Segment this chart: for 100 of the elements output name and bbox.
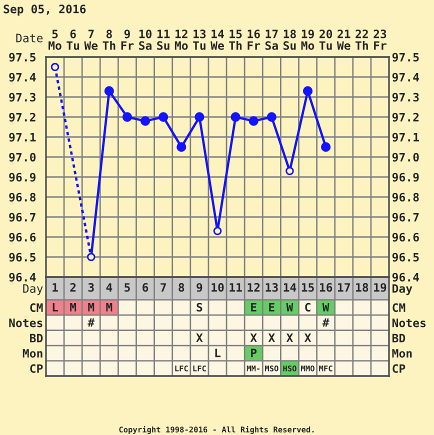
- y2-tick-label: 97.5: [392, 52, 419, 62]
- text: #: [88, 318, 95, 327]
- y-tick-label: 97.5: [9, 52, 36, 62]
- x-tick-label: 13: [266, 283, 278, 292]
- point: [176, 142, 186, 152]
- point: [266, 112, 276, 122]
- y2-tick-label: CM: [392, 303, 406, 312]
- x-tick-label: 4: [106, 283, 112, 292]
- point: [213, 226, 222, 236]
- x2-tick-label: 13 Tu: [193, 30, 206, 50]
- y2-tick-label: 96.9: [392, 172, 419, 182]
- text: M: [106, 303, 112, 312]
- y2-tick-label: Notes: [392, 318, 426, 328]
- chart-title: Sep 05, 2016: [4, 4, 86, 16]
- x2-tick-label: 18 Su: [283, 30, 296, 50]
- x2-tick-label: 22 Th: [355, 30, 368, 50]
- x2-tick-label: 23 Fr: [374, 30, 386, 50]
- x2-tick-label: 19 Mo: [301, 30, 314, 50]
- x2-tick-label: 14 We: [210, 30, 224, 50]
- y2-tick-label: 96.4: [392, 272, 420, 282]
- x2-tick-label: 16 Fr: [248, 30, 260, 50]
- x-tick-label: 11: [230, 283, 242, 292]
- y-tick-label: Notes: [9, 318, 42, 328]
- x-axis-title: Day: [23, 284, 43, 296]
- y2-tick-label: 97.3: [392, 92, 419, 102]
- text: C: [305, 302, 310, 312]
- text: M: [88, 303, 94, 312]
- x2-tick-label: 15 Th: [229, 30, 242, 50]
- y2-tick-label: Mon: [392, 349, 412, 358]
- x2-axis-title: Date: [16, 34, 43, 42]
- x2-tick-label: 20 Tu: [319, 30, 332, 50]
- x2-tick-label: 6 Tu: [66, 30, 80, 50]
- point: [86, 252, 96, 262]
- text: P: [251, 348, 257, 358]
- y-tick-label: 96.8: [9, 192, 36, 202]
- y-tick-label: 97.4: [9, 72, 36, 82]
- text: X: [304, 333, 312, 342]
- y-tick-label: 96.9: [9, 172, 36, 182]
- point: [194, 112, 204, 122]
- text: W: [286, 303, 294, 312]
- y2-tick-label: 97.2: [392, 112, 419, 122]
- x2-tick-label: 17 Sa: [265, 30, 278, 50]
- x2-tick-label: 10 Sa: [139, 30, 152, 50]
- x-tick-label: 14: [284, 283, 296, 292]
- x-tick-label: 5: [124, 283, 130, 292]
- y2-tick-label: 96.8: [392, 192, 419, 202]
- y-tick-label: 97.3: [9, 92, 36, 102]
- x-tick-label: 17: [338, 283, 350, 292]
- point: [321, 142, 331, 152]
- point: [302, 86, 313, 96]
- point: [248, 116, 258, 126]
- y-tick-label: BD: [30, 334, 43, 342]
- x-tick-label: 15: [302, 283, 314, 292]
- y2-tick-label: CP: [392, 364, 406, 373]
- point: [122, 112, 132, 122]
- y-tick-label: 97.1: [9, 132, 36, 142]
- point: [230, 112, 240, 122]
- y-tick-label: 96.5: [9, 252, 36, 262]
- y-tick-label: CM: [30, 303, 43, 312]
- y-tick-label: 97.2: [9, 112, 36, 122]
- x-tick-label: 12: [248, 283, 260, 292]
- x2-tick-label: 8 Th: [102, 30, 116, 50]
- point: [50, 62, 60, 72]
- y-tick-label: 96.7: [9, 212, 36, 222]
- x2-tick-label: 5 Mo: [48, 30, 62, 50]
- text: X: [250, 333, 257, 342]
- point: [158, 112, 168, 122]
- y-tick-label: 97.0: [9, 152, 36, 162]
- text: S: [196, 302, 202, 312]
- x-tick-label: 7: [160, 283, 166, 292]
- x2-tick-label: 9 Fr: [121, 30, 134, 50]
- x2-tick-label: 21 We: [336, 30, 350, 50]
- point: [140, 116, 150, 126]
- x-tick-label: 18: [356, 283, 368, 292]
- point: [286, 166, 294, 176]
- y2-tick-label: 96.6: [392, 232, 419, 242]
- text: #: [322, 318, 330, 327]
- text: L: [215, 348, 221, 358]
- x-tick-label: 6: [142, 283, 148, 292]
- x-tick-label: 19: [374, 283, 386, 292]
- y2-tick-label: 97.0: [392, 152, 419, 162]
- x-tick-label: 9: [196, 283, 202, 292]
- y2-tick-label: 97.4: [392, 72, 420, 82]
- x-tick-label: 8: [178, 283, 184, 292]
- x-tick-label: 16: [320, 283, 332, 292]
- text: E: [251, 303, 256, 312]
- x-tick-label: 2: [70, 283, 76, 292]
- x2-tick-label: 7 We: [84, 30, 98, 50]
- y-tick-label: CP: [30, 364, 43, 373]
- text: W: [322, 303, 330, 312]
- x-tick-label: 3: [88, 283, 94, 292]
- y-tick-label: 96.4: [9, 272, 36, 282]
- point: [104, 86, 114, 96]
- text: E: [269, 303, 274, 312]
- x-tick-label: 10: [212, 283, 224, 292]
- text: Day: [392, 284, 412, 296]
- y2-tick-label: BD: [392, 334, 406, 342]
- text: X: [286, 333, 294, 342]
- x2-tick-label: 12 Mo: [174, 30, 188, 50]
- y-tick-label: 96.6: [9, 232, 36, 242]
